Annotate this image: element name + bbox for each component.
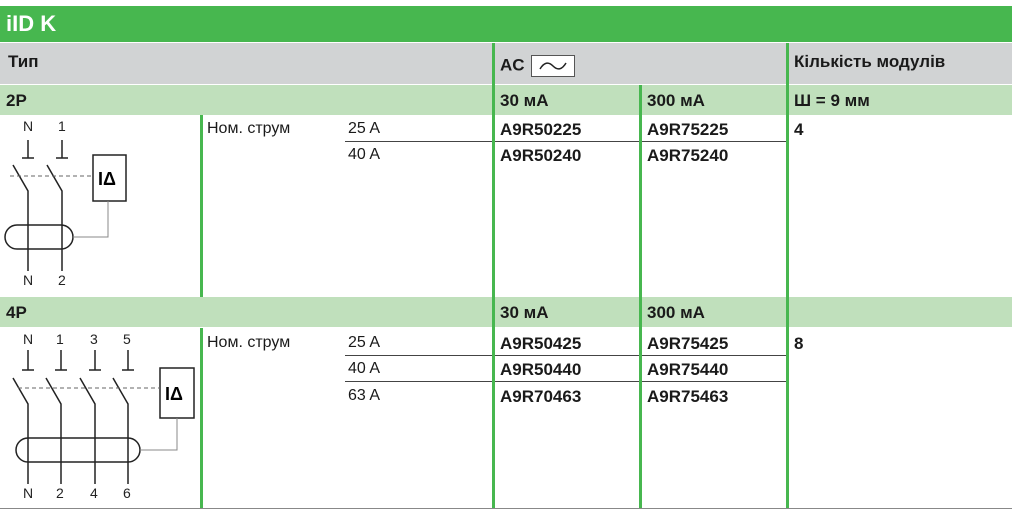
terminal-label: 2: [56, 485, 64, 501]
ac-label: AC: [500, 55, 525, 75]
section-label: 4P: [6, 303, 27, 322]
ref-30: A9R50440: [500, 360, 582, 379]
terminal-label: N: [23, 331, 33, 347]
ref-300: A9R75463: [647, 387, 729, 406]
terminal-label: 5: [123, 331, 131, 347]
residual-relay-icon: IΔ: [165, 384, 183, 404]
current-value: 25 A: [348, 334, 381, 351]
module-count: 4: [794, 120, 804, 139]
sensitivity-30: 30 мА: [500, 303, 549, 322]
ref-30: A9R50240: [500, 146, 582, 165]
product-title: iID K: [0, 6, 1012, 42]
ref-30: A9R50425: [500, 334, 582, 353]
sensitivity-300: 300 мА: [647, 91, 705, 110]
current-value: 40 A: [348, 146, 381, 163]
ac-header: AC: [500, 55, 575, 77]
row-divider: [345, 355, 787, 356]
terminal-label: 1: [56, 331, 64, 347]
ref-300: A9R75425: [647, 334, 729, 353]
section-label: 2P: [6, 91, 27, 110]
row-divider: [345, 141, 787, 142]
terminal-label: N: [23, 118, 33, 134]
ref-30: A9R70463: [500, 387, 582, 406]
sine-wave-icon: [530, 55, 575, 77]
rated-current-label: Ном. струм: [207, 334, 291, 351]
ref-30: A9R50225: [500, 120, 582, 139]
current-value: 40 A: [348, 360, 381, 377]
section-4p-header: [0, 297, 1012, 327]
ref-300: A9R75240: [647, 146, 729, 165]
rated-current-label: Ном. струм: [207, 120, 291, 137]
current-value: 63 A: [348, 387, 381, 404]
wiring-diagram-4p: N 1 3 5 N 2 4 6 IΔ: [12, 331, 195, 501]
wiring-diagram-2p: N 1 N 2 IΔ: [4, 118, 127, 288]
column-divider: [639, 85, 642, 297]
column-divider: [200, 115, 203, 297]
sensitivity-30: 30 мА: [500, 91, 549, 110]
module-count: 8: [794, 334, 804, 353]
terminal-label: 2: [58, 272, 66, 288]
ref-300: A9R75440: [647, 360, 729, 379]
type-header: Тип: [8, 52, 39, 71]
column-divider: [200, 328, 203, 508]
column-divider: [492, 43, 495, 508]
ref-300: A9R75225: [647, 120, 729, 139]
terminal-label: 3: [90, 331, 98, 347]
row-divider: [345, 381, 787, 382]
column-divider: [786, 43, 789, 508]
terminal-label: N: [23, 272, 33, 288]
residual-relay-icon: IΔ: [98, 169, 116, 189]
section-2p-header: [0, 85, 1012, 115]
modules-header: Кількість модулів: [794, 52, 946, 71]
header-row: [0, 43, 1012, 84]
terminal-label: 4: [90, 485, 98, 501]
width-note: Ш = 9 мм: [794, 91, 870, 110]
table-bottom-border: [0, 508, 1012, 509]
terminal-label: 6: [123, 485, 131, 501]
terminal-label: 1: [58, 118, 66, 134]
column-divider: [639, 297, 642, 508]
sensitivity-300: 300 мА: [647, 303, 705, 322]
current-value: 25 A: [348, 120, 381, 137]
terminal-label: N: [23, 485, 33, 501]
